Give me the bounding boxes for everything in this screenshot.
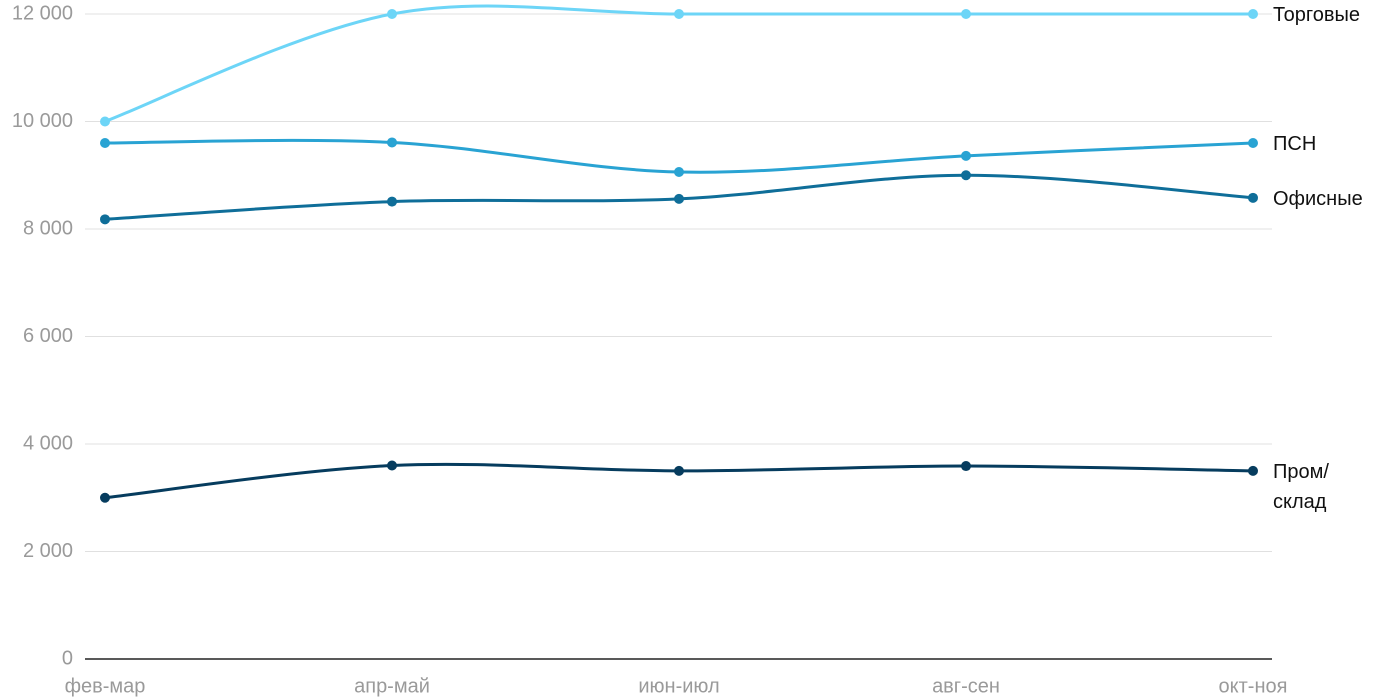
x-tick-label: апр-май [354, 675, 430, 697]
data-point [674, 9, 684, 19]
y-tick-label: 8 000 [23, 217, 73, 239]
x-tick-label: окт-ноя [1219, 675, 1288, 697]
data-point [100, 492, 110, 503]
y-tick-label: 4 000 [23, 432, 73, 454]
data-point [961, 461, 971, 472]
data-point [961, 170, 971, 181]
series-label: Торговые [1273, 4, 1361, 26]
y-tick-label: 2 000 [23, 540, 73, 562]
data-point [1248, 9, 1258, 19]
data-point [387, 9, 397, 19]
y-tick-label: 10 000 [12, 110, 73, 132]
data-point [1248, 465, 1258, 476]
data-point [674, 167, 684, 178]
data-point [961, 9, 971, 19]
series-label: ПСН [1273, 133, 1317, 155]
data-point [387, 460, 397, 471]
y-tick-label: 12 000 [12, 2, 73, 24]
x-tick-label: июн-июл [638, 675, 719, 697]
data-point [674, 465, 684, 476]
data-point [1248, 138, 1258, 148]
data-point [961, 150, 971, 161]
data-point [387, 196, 397, 207]
data-point [674, 193, 684, 204]
data-point [100, 214, 110, 225]
data-point [1248, 192, 1258, 203]
x-tick-label: авг-сен [932, 675, 1000, 697]
y-tick-label: 0 [62, 647, 73, 669]
y-tick-label: 6 000 [23, 325, 73, 347]
x-tick-label: фев-мар [65, 675, 146, 697]
series-label: Пром/ склад [1273, 460, 1329, 513]
data-point [387, 137, 397, 148]
series-label: Офисные [1273, 187, 1363, 210]
data-point [100, 116, 110, 127]
series-line [104, 4, 1253, 123]
data-point [100, 138, 110, 148]
